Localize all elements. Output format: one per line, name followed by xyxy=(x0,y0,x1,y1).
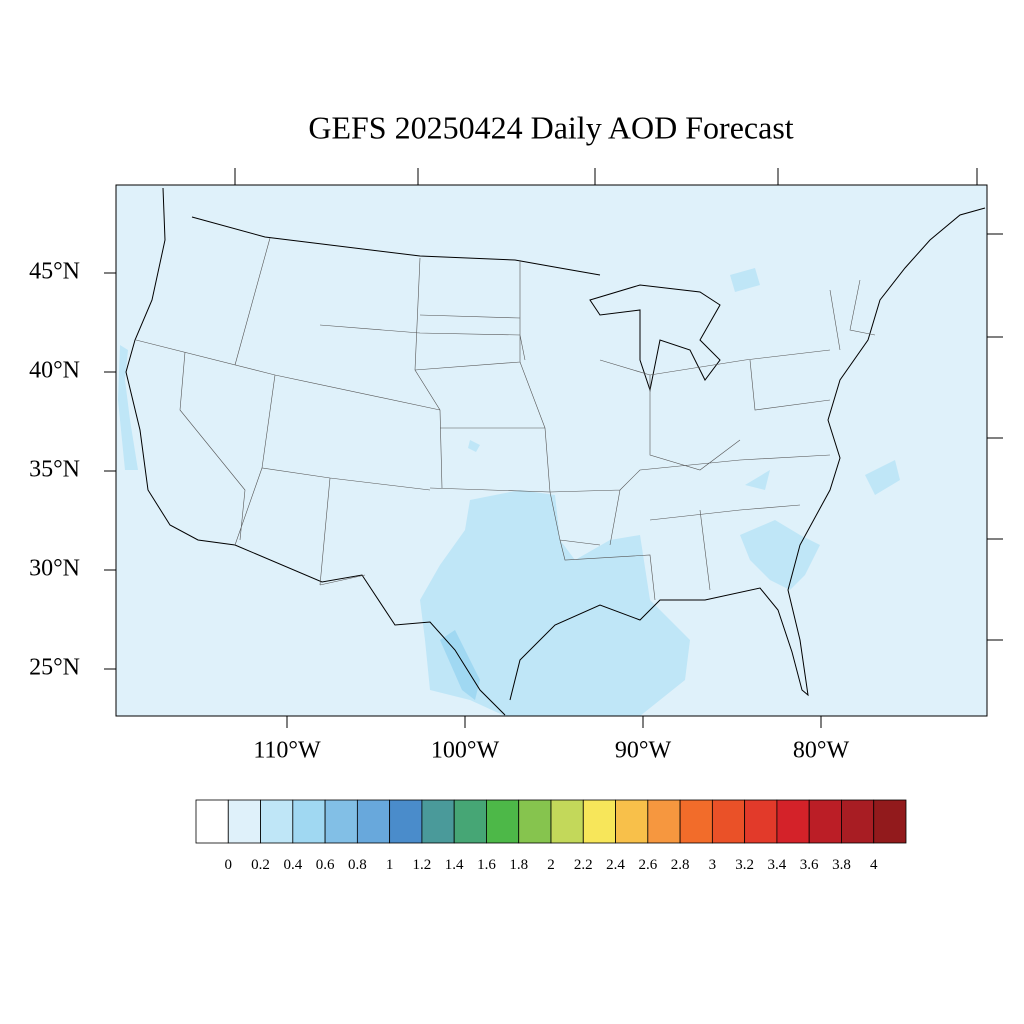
lon-label: 110°W xyxy=(253,738,321,764)
map: 45°N 40°N 35°N 30°N 25°N 110°W 100°W 90°… xyxy=(29,168,1003,764)
colorbar-label: 0.8 xyxy=(348,857,367,873)
aod-shading xyxy=(118,268,900,716)
colorbar-swatch xyxy=(453,799,487,844)
colorbar-swatch xyxy=(615,799,649,844)
colorbar-swatch xyxy=(582,799,616,844)
colorbar-label: 2 xyxy=(547,857,555,873)
colorbar-swatch xyxy=(518,799,552,844)
lon-label: 100°W xyxy=(431,738,500,764)
colorbar-swatch xyxy=(260,799,294,844)
colorbar-label: 0.4 xyxy=(283,857,302,873)
colorbar: 0 0.2 0.4 0.6 0.8 1 1.2 1.4 1.6 1.8 2 2.2 2.4 2.6 2.8 3… xyxy=(195,799,907,873)
colorbar-label: 1 xyxy=(386,857,394,873)
colorbar-swatch xyxy=(324,799,358,844)
colorbar-label: 3 xyxy=(709,857,717,873)
colorbar-swatch xyxy=(195,799,229,844)
aod-shading-high xyxy=(440,630,480,700)
colorbar-label: 3.6 xyxy=(800,857,819,873)
colorbar-label: 1.4 xyxy=(445,857,464,873)
colorbar-label: 2.6 xyxy=(638,857,657,873)
colorbar-swatch xyxy=(421,799,455,844)
state-borders xyxy=(135,237,876,601)
map-frame xyxy=(115,184,988,717)
colorbar-label: 0.6 xyxy=(316,857,335,873)
colorbar-label: 0.2 xyxy=(251,857,270,873)
colorbar-swatch xyxy=(808,799,842,844)
colorbar-swatch xyxy=(550,799,584,844)
colorbar-label: 3.2 xyxy=(735,857,754,873)
colorbar-label: 2.8 xyxy=(671,857,690,873)
colorbar-label: 3.8 xyxy=(832,857,851,873)
graticule-ticks xyxy=(104,168,1003,728)
colorbar-label: 0 xyxy=(225,857,233,873)
lon-label: 90°W xyxy=(615,738,672,764)
colorbar-label: 1.6 xyxy=(477,857,496,873)
colorbar-swatch xyxy=(841,799,875,844)
lat-label: 35°N xyxy=(29,457,80,483)
lat-label: 30°N xyxy=(29,556,80,582)
colorbar-label: 2.4 xyxy=(606,857,625,873)
colorbar-swatch xyxy=(744,799,778,844)
colorbar-swatch xyxy=(647,799,681,844)
lat-label: 40°N xyxy=(29,358,80,384)
lon-label: 80°W xyxy=(793,738,850,764)
coastline xyxy=(125,187,986,716)
colorbar-swatch xyxy=(711,799,746,844)
colorbar-label: 2.2 xyxy=(574,857,593,873)
colorbar-swatch xyxy=(227,799,261,844)
colorbar-label: 4 xyxy=(870,857,878,873)
colorbar-swatch xyxy=(356,799,391,844)
colorbar-swatch xyxy=(873,799,907,844)
colorbar-label: 1.8 xyxy=(509,857,528,873)
colorbar-label: 3.4 xyxy=(768,857,787,873)
lat-label: 25°N xyxy=(29,655,80,681)
colorbar-swatch xyxy=(776,799,810,844)
title: GEFS 20250424 Daily AOD Forecast xyxy=(308,109,793,145)
lat-label: 45°N xyxy=(29,259,80,285)
colorbar-swatch xyxy=(389,799,423,844)
colorbar-swatch xyxy=(679,799,713,844)
colorbar-swatch xyxy=(486,799,520,844)
colorbar-label: 1.2 xyxy=(413,857,432,873)
colorbar-swatch xyxy=(292,799,326,844)
